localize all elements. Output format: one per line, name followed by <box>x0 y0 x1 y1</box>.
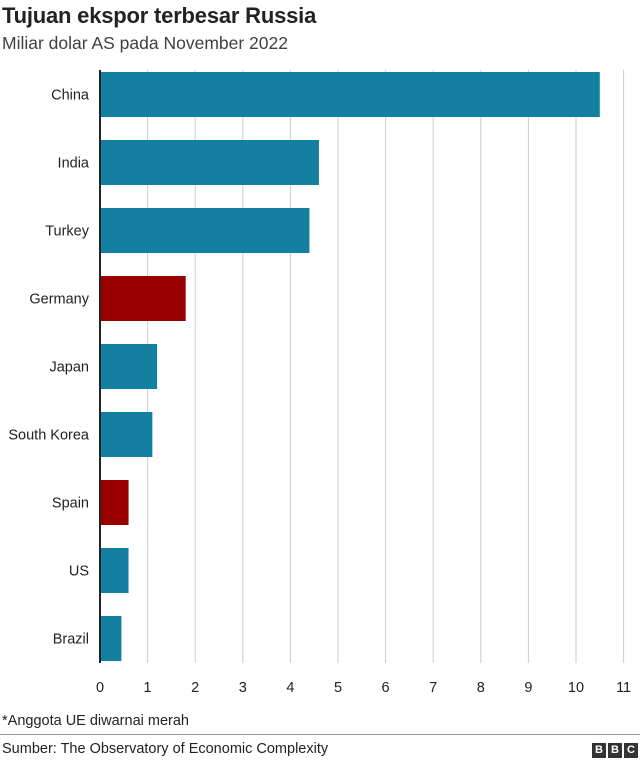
category-label: South Korea <box>8 428 90 444</box>
bar-chart: China India Turkey Germany Japan South Korea S… <box>8 70 631 696</box>
x-tick-labels: 0 1 2 3 4 5 6 7 8 9 10 11 <box>96 680 631 696</box>
x-tick-label: 7 <box>429 680 437 696</box>
bar-turkey <box>100 208 310 253</box>
bbc-logo-letter: B <box>608 743 622 758</box>
source-text: Sumber: The Observatory of Economic Comp… <box>2 741 329 757</box>
x-tick-label: 9 <box>524 680 532 696</box>
bbc-logo-letter: C <box>624 743 638 758</box>
bar-spain <box>100 480 129 525</box>
category-label: Brazil <box>53 632 89 648</box>
bar-china <box>100 72 600 117</box>
bar-india <box>100 140 319 185</box>
category-label: Germany <box>29 292 89 308</box>
x-tick-label: 10 <box>568 680 584 696</box>
bar-brazil <box>100 616 122 661</box>
bar-germany <box>100 276 186 321</box>
eu-note: *Anggota UE diwarnai merah <box>2 713 189 729</box>
x-tick-label: 5 <box>334 680 342 696</box>
x-tick-label: 3 <box>239 680 247 696</box>
bar-japan <box>100 344 158 389</box>
category-label: India <box>58 156 90 172</box>
category-labels: China India Turkey Germany Japan South Korea S… <box>8 88 90 648</box>
category-label: China <box>51 88 90 104</box>
bbc-logo-letter: B <box>592 743 606 758</box>
x-tick-label: 4 <box>286 680 294 696</box>
x-tick-label: 1 <box>144 680 152 696</box>
category-label: US <box>69 564 89 580</box>
category-label: Japan <box>49 360 89 376</box>
category-label: Turkey <box>45 224 90 240</box>
bar-south-korea <box>100 412 153 457</box>
category-label: Spain <box>52 496 89 512</box>
chart-title: Tujuan ekspor terbesar Russia <box>2 3 317 28</box>
bars <box>100 72 600 661</box>
footer-divider <box>0 734 640 735</box>
chart-subtitle: Miliar dolar AS pada November 2022 <box>2 33 288 53</box>
x-tick-label: 8 <box>477 680 485 696</box>
bbc-logo: B B C <box>592 743 638 758</box>
x-tick-label: 0 <box>96 680 104 696</box>
x-tick-label: 11 <box>616 680 631 696</box>
bar-us <box>100 548 129 593</box>
x-tick-label: 6 <box>382 680 390 696</box>
x-tick-label: 2 <box>191 680 199 696</box>
